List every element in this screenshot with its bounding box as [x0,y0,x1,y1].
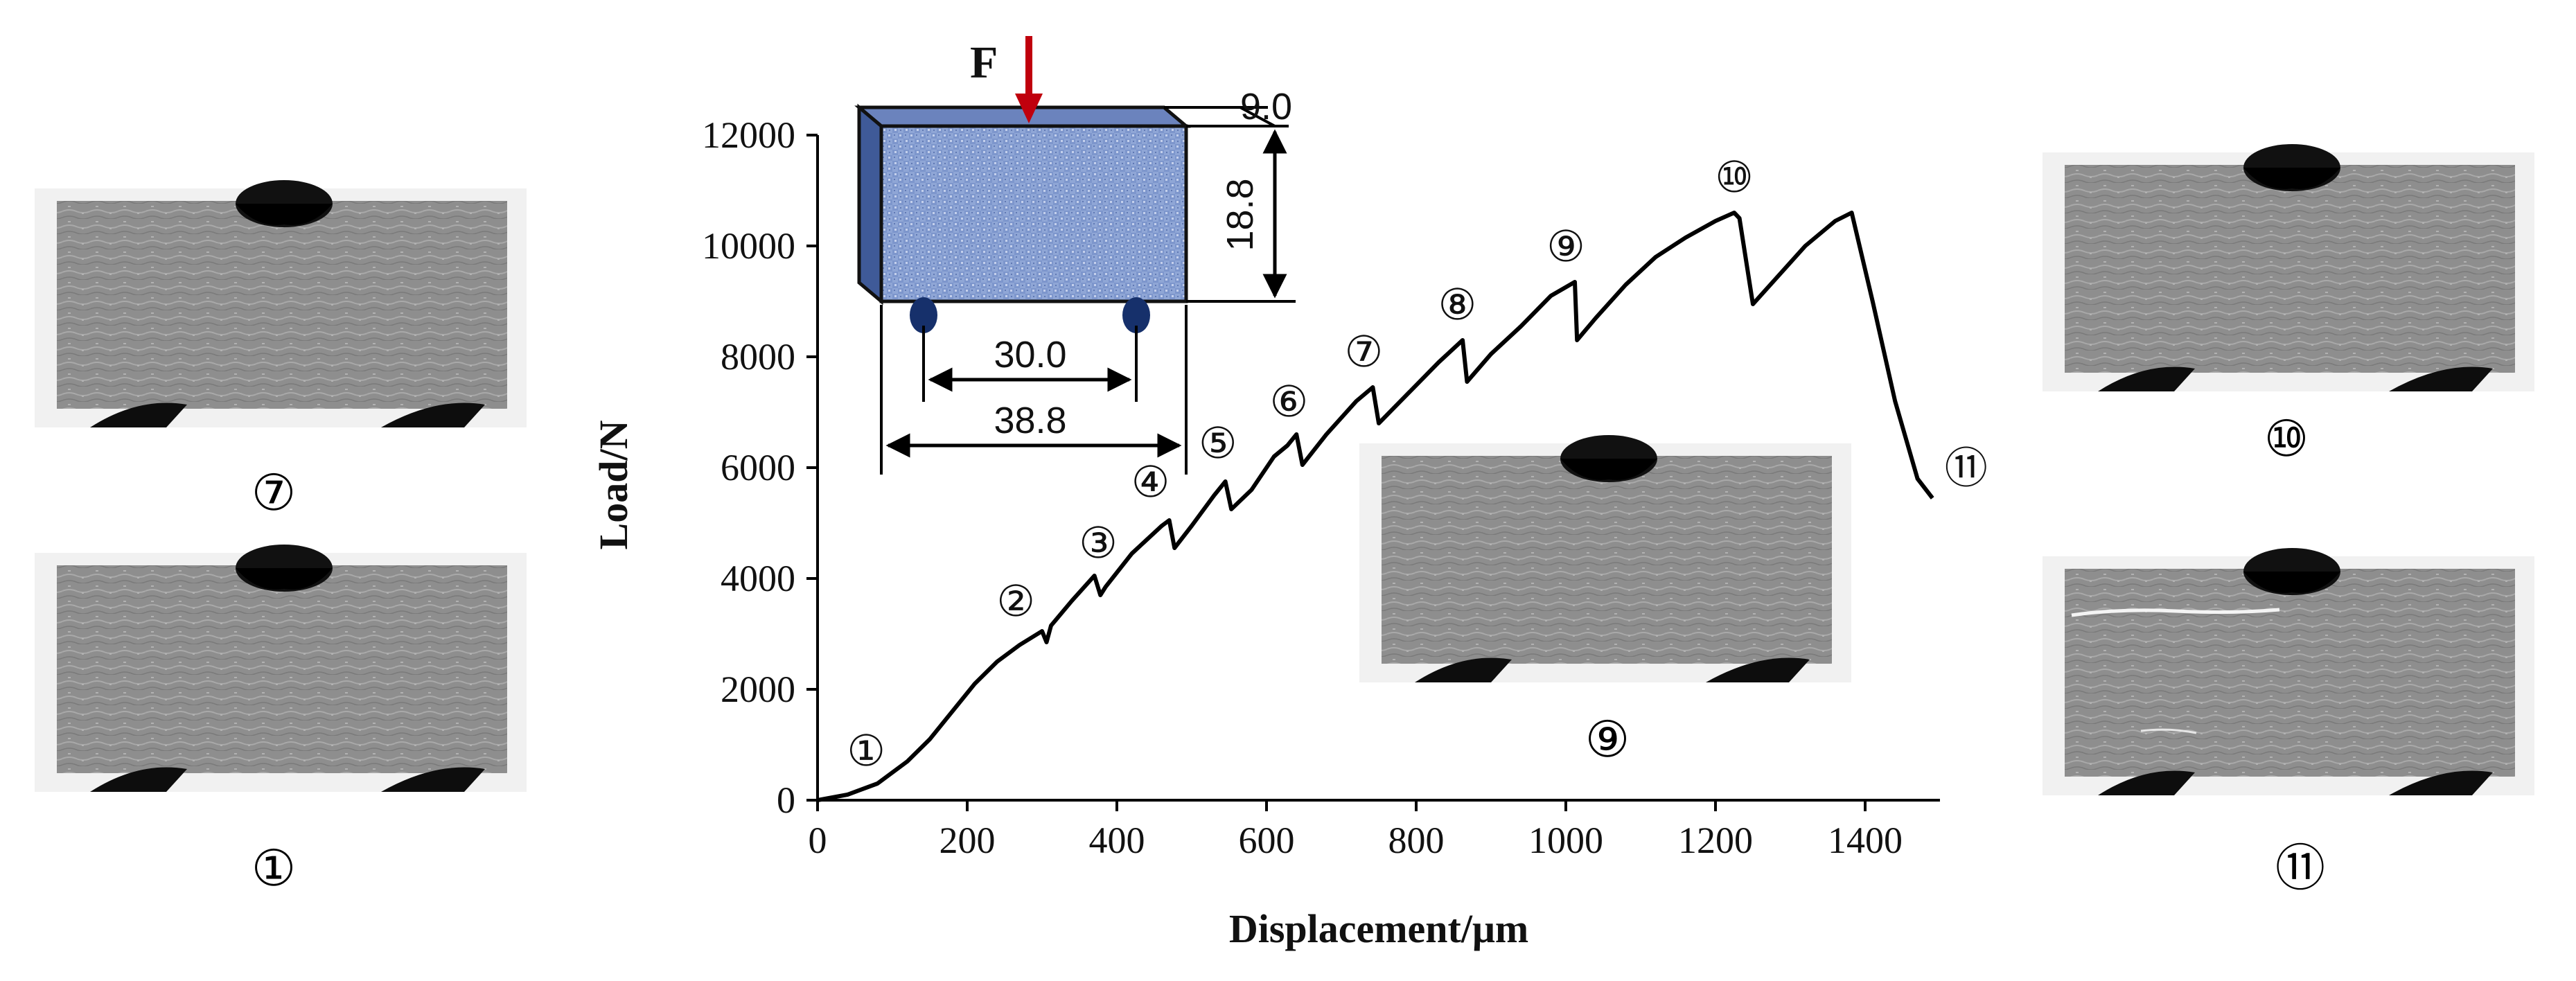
photo-panel-10: ⑩ [2043,144,2534,467]
photo-caption: ⑦ [252,466,297,521]
support-right [1122,297,1150,333]
crack-mark [2071,608,2280,617]
width-dim-line [1240,106,1276,127]
height-label: 18.8 [1219,178,1261,251]
stage-marker-label: ⑦ [1345,329,1384,376]
stage-marker-label: ⑤ [1199,421,1237,468]
x-tick-label: 200 [939,820,996,861]
load-displacement-chart: 0 200 400 600 800 1000 1200 1400 0 2000 4000 6000 80… [591,114,1988,951]
block-front-face [879,124,1188,303]
x-tick-label: 600 [1239,820,1295,861]
photo-caption: ① [252,841,297,896]
stage-marker-label: ⑨ [1546,224,1585,271]
y-tick-label: 6000 [721,447,795,488]
stage-marker-label: ① [847,728,885,775]
y-tick-label: 0 [777,779,795,821]
y-tick-label: 4000 [721,558,795,599]
x-tick-label: 800 [1388,820,1445,861]
load-curve [817,211,1934,802]
stage-marker-label: ⑪ [1945,445,1988,493]
force-label: F [970,37,998,88]
y-tick-label: 2000 [721,669,795,710]
x-tick-label: 1400 [1828,820,1903,861]
y-tick-label: 8000 [721,336,795,378]
y-axis-title: Load/N [591,420,636,549]
width-label: 9.0 [1240,86,1292,127]
x-axis-title: Displacement/μm [1229,906,1528,951]
x-tick-label: 400 [1089,820,1145,861]
x-tick-label: 1000 [1528,820,1603,861]
specimen-diagram: F 9.0 18.8 30.0 38.8 [854,36,1296,475]
y-tick-label: 10000 [702,225,795,267]
length-label: 38.8 [994,400,1066,441]
y-tick-label: 12000 [702,114,795,156]
photo-caption: ⑨ [1585,712,1630,768]
x-tick-label: 0 [809,820,827,861]
stage-marker-label: ④ [1131,459,1170,506]
stage-marker-label: ② [996,578,1035,626]
x-tick-label: 1200 [1678,820,1753,861]
block-side-face [857,103,883,306]
force-arrow-head [1015,94,1043,123]
crack-mark [2140,728,2197,734]
stage-marker-label: ⑩ [1715,154,1754,202]
photo-panel-11: ⑪ [2043,548,2534,896]
stage-marker-label: ⑧ [1438,282,1477,329]
photo-panel-1: ① [35,545,527,896]
span-label: 30.0 [994,334,1066,375]
block-top-face [854,105,1191,128]
stage-marker-label: ⑥ [1270,379,1309,426]
stage-marker-label: ③ [1079,520,1118,567]
support-left [910,297,937,333]
photo-caption: ⑪ [2275,841,2325,896]
photo-caption: ⑩ [2264,412,2309,467]
photo-panel-7: ⑦ [35,180,527,521]
photo-panel-9: ⑨ [1359,435,1851,768]
